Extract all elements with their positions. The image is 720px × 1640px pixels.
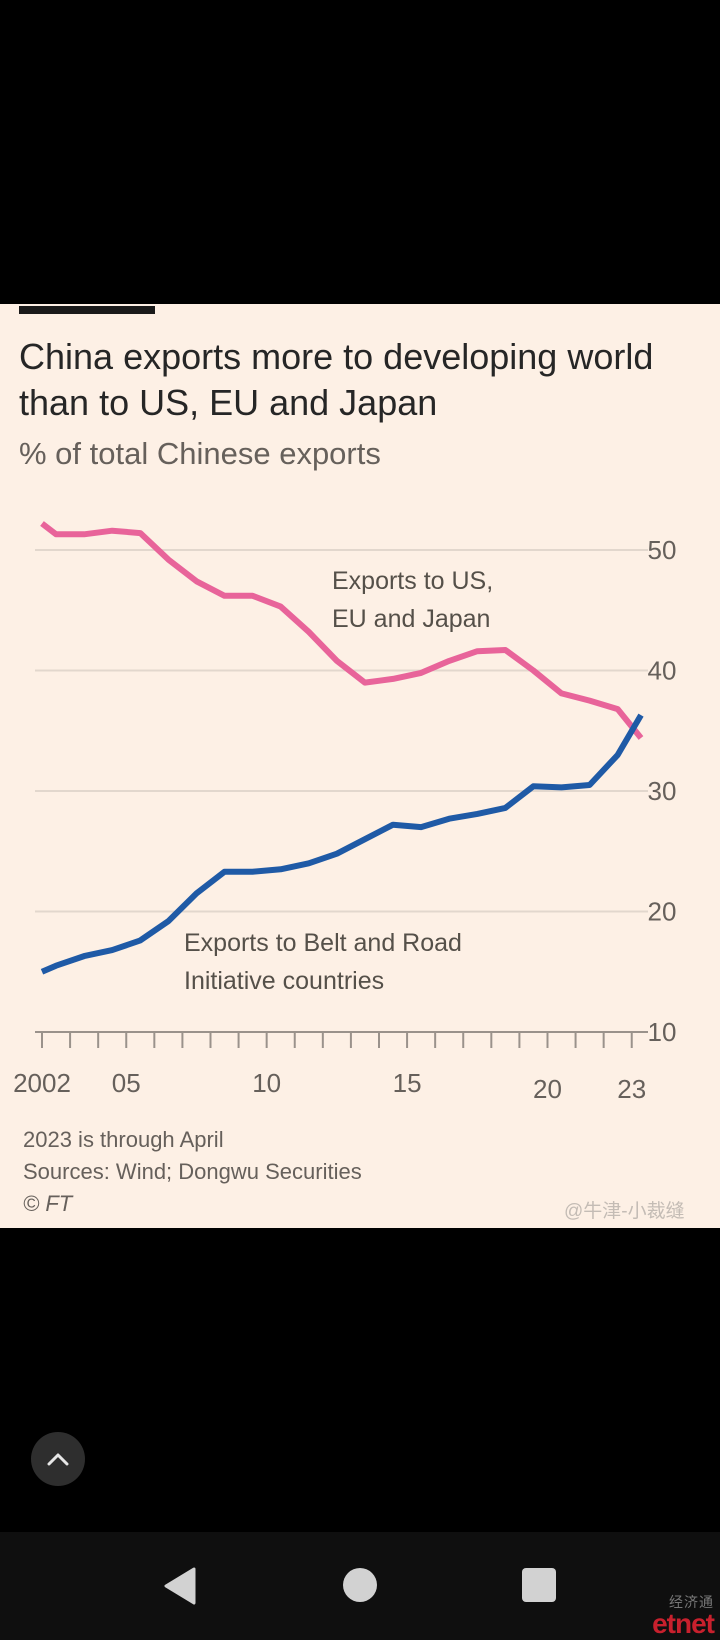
weibo-watermark: @牛津-小裁缝 <box>564 1201 685 1222</box>
series-line-developed <box>40 521 644 740</box>
chart-subtitle: % of total Chinese exports <box>19 436 381 471</box>
source-note: Sources: Wind; Dongwu Securities <box>23 1159 362 1184</box>
x-tick-label: 05 <box>112 1068 141 1098</box>
series-line-bri <box>40 713 644 975</box>
chart-title: China exports more to developing world t… <box>19 336 654 423</box>
x-tick-label: 23 <box>617 1074 646 1104</box>
annotation-developed: EU and Japan <box>332 605 490 633</box>
recents-square-icon[interactable] <box>522 1568 556 1602</box>
ft-accent-bar <box>19 306 155 314</box>
etnet-logo-text: etnet <box>652 1608 715 1639</box>
x-tick-label: 20 <box>533 1074 562 1104</box>
y-tick-label: 20 <box>648 897 677 927</box>
x-tick-label: 10 <box>252 1068 281 1098</box>
y-tick-label: 30 <box>648 776 677 806</box>
system-nav-bar: 经济通 etnet <box>0 1532 720 1640</box>
etnet-logo: 经济通 etnet <box>652 1594 715 1639</box>
x-tick-label: 2002 <box>13 1068 71 1098</box>
x-tick-label: 15 <box>393 1068 422 1098</box>
y-tick-label: 50 <box>648 535 677 565</box>
y-tick-label: 10 <box>648 1017 677 1047</box>
y-tick-label: 40 <box>648 656 677 686</box>
etnet-logo-small: 经济通 <box>669 1594 714 1610</box>
scroll-top-button[interactable] <box>31 1432 85 1486</box>
annotation-developed: Exports to US, <box>332 567 493 595</box>
chevron-up-icon <box>47 1453 69 1466</box>
copyright: © FT <box>23 1191 73 1216</box>
line-chart: 10 20 30 40 50 2002 05 10 15 20 23 Exports to US,… <box>13 521 677 1104</box>
annotation-bri: Exports to Belt and Road <box>184 929 462 957</box>
home-circle-icon[interactable] <box>343 1568 377 1602</box>
footnote: 2023 is through April <box>23 1127 224 1152</box>
annotation-bri: Initiative countries <box>184 967 384 995</box>
chart-card: China exports more to developing world t… <box>0 304 720 1228</box>
back-triangle-icon[interactable] <box>162 1566 198 1606</box>
